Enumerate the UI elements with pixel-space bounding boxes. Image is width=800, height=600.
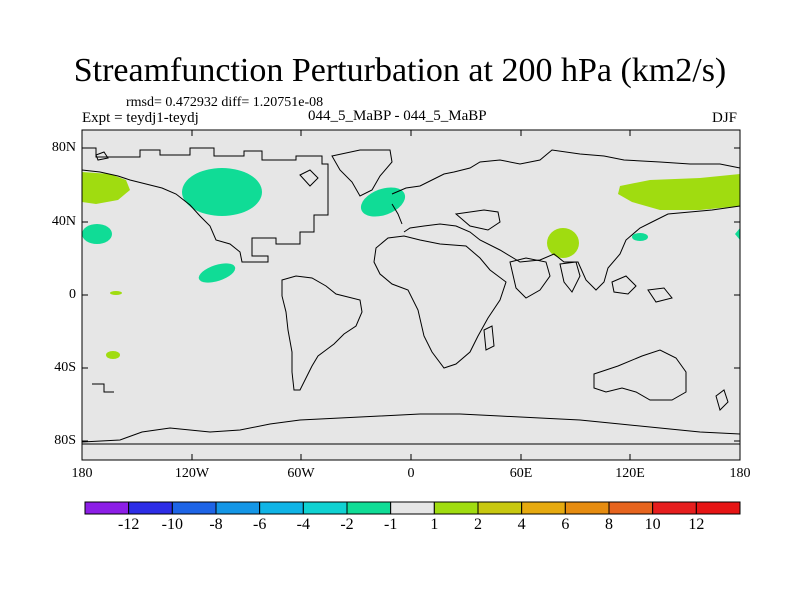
y-tick-label: 80N	[51, 140, 76, 155]
experiment-label: Expt = teydj1-teydj	[82, 110, 199, 126]
coast-south-america	[281, 275, 363, 391]
x-tick-label: 120E	[615, 466, 645, 481]
coast-new-guinea	[647, 287, 673, 303]
colorbar-label: 1	[430, 516, 439, 533]
stats-label: rmsd= 0.472932 diff= 1.20751e-08	[126, 95, 324, 110]
colorbar-box	[346, 501, 392, 515]
colorbar-label: 6	[561, 516, 570, 533]
colorbar-label: 12	[688, 516, 705, 533]
colorbar-box	[259, 501, 304, 515]
positive-anomaly-south-pacific	[106, 351, 120, 359]
colorbar-box	[608, 501, 654, 515]
contour-fills	[82, 168, 740, 359]
season-label: DJF	[712, 110, 738, 126]
colorbar-label: 2	[474, 516, 482, 533]
negative-anomaly-west-pacific	[632, 233, 648, 241]
coast-north-america	[81, 147, 329, 263]
x-tick-label: 60W	[287, 466, 315, 481]
colorbar-label: -8	[209, 516, 223, 533]
colorbar-box	[564, 501, 610, 515]
coast-caspian	[454, 209, 501, 231]
colorbar-label: -1	[383, 516, 398, 533]
colorbar-box	[84, 501, 130, 515]
coast-south-pacific-island	[92, 383, 114, 393]
colorbar-label: 10	[644, 516, 661, 533]
coast-antarctica	[81, 413, 741, 443]
negative-anomaly-east-pacific	[82, 224, 112, 244]
colorbar-box	[521, 501, 566, 515]
coast-eurasia-north	[391, 149, 741, 195]
y-tick-label: 40N	[51, 214, 76, 229]
positive-anomaly-equatorial	[110, 291, 122, 295]
y-tick-label: 40S	[54, 360, 76, 375]
coast-borneo	[611, 275, 637, 295]
coastlines	[81, 147, 741, 445]
x-tick-label: 0	[407, 466, 415, 481]
coast-new-zealand	[715, 389, 729, 411]
colorbar-box	[215, 501, 261, 515]
colorbar-label: 8	[605, 516, 613, 533]
colorbar-label: -12	[117, 516, 140, 533]
positive-anomaly-north-pacific	[82, 172, 130, 204]
positive-anomaly-north-pacific-east	[618, 174, 740, 210]
colorbar-box	[128, 501, 173, 515]
negative-anomaly-subtropical-pacific	[198, 263, 236, 283]
colorbar-label: -4	[296, 516, 310, 533]
case-label: 044_5_MaBP - 044_5_MaBP	[308, 108, 487, 124]
colorbar-label: 4	[517, 516, 526, 533]
negative-anomaly-dateline	[735, 228, 740, 240]
x-tick-label: 180	[729, 466, 751, 481]
negative-anomaly-north-america	[182, 168, 262, 216]
colorbar-box	[390, 501, 435, 515]
colorbar-label: -6	[252, 516, 267, 533]
coast-hudson-island	[299, 169, 319, 187]
coast-greenland	[331, 149, 393, 197]
colorbar-box	[433, 501, 479, 515]
x-tick-marks	[81, 130, 741, 460]
plot-title: Streamfunction Perturbation at 200 hPa (…	[73, 52, 727, 89]
colorbar-box	[477, 501, 523, 515]
x-tick-label: 60E	[509, 466, 533, 481]
y-tick-marks	[82, 147, 740, 442]
colorbar-box	[652, 501, 697, 515]
colorbar-box	[695, 501, 741, 515]
coast-india	[559, 261, 581, 293]
x-tick-label: 180	[71, 466, 93, 481]
coast-arabia	[509, 257, 551, 299]
coast-alaska-island	[95, 151, 109, 161]
coast-australia	[593, 349, 687, 401]
colorbar-box	[171, 501, 217, 515]
coast-madagascar	[483, 325, 495, 351]
coast-europe-west	[391, 203, 403, 225]
negative-anomaly-north-atlantic	[360, 187, 406, 217]
y-tick-label: 0	[69, 287, 76, 302]
colorbar-box	[302, 501, 348, 515]
y-tick-label: 80S	[54, 433, 76, 448]
coast-africa	[373, 235, 507, 369]
colorbar	[84, 501, 741, 515]
x-tick-label: 120W	[174, 466, 210, 481]
coast-eurasia-south	[403, 205, 741, 291]
colorbar-label: -2	[340, 516, 354, 533]
colorbar-label: -10	[161, 516, 183, 533]
positive-anomaly-asia	[547, 228, 579, 258]
